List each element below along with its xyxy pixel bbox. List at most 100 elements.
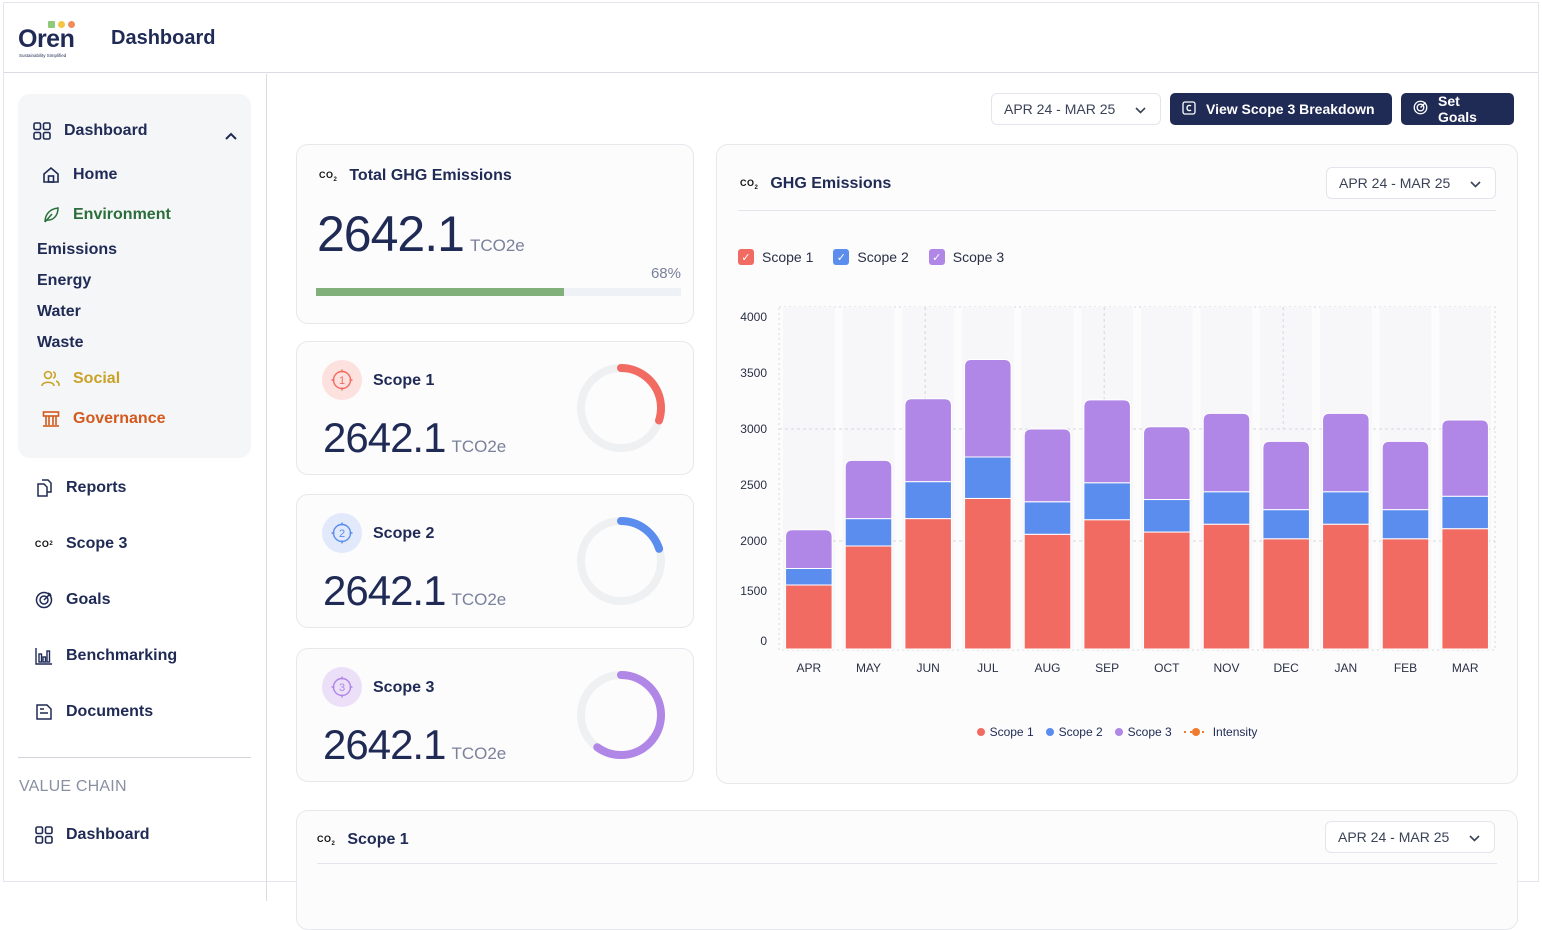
scope-donut-chart xyxy=(577,517,665,605)
sidebar-item-dashboard[interactable]: Dashboard xyxy=(32,121,148,141)
logo-dot-green xyxy=(48,21,55,28)
value-chain-label: VALUE CHAIN xyxy=(19,778,127,795)
bar-segment-scope-2 xyxy=(785,568,833,586)
target-icon xyxy=(34,590,54,610)
checkbox-icon[interactable]: ✓ xyxy=(833,249,850,265)
sidebar-item-label: Dashboard xyxy=(64,122,148,139)
bar-segment-scope-1 xyxy=(964,497,1012,650)
scope-value: 2642.1 xyxy=(323,721,446,768)
legend-label: Scope 1 xyxy=(989,725,1034,739)
sidebar-item-governance[interactable]: Governance xyxy=(41,409,165,429)
ghg-emissions-chart-card: CO2 GHG Emissions APR 24 - MAR 25 ✓ Scope… xyxy=(716,144,1518,784)
scope-title: Scope 1 xyxy=(373,372,435,389)
sidebar-item-label: Reports xyxy=(66,479,127,496)
chart-date-range-select[interactable]: APR 24 - MAR 25 xyxy=(1326,167,1496,199)
legend-item[interactable]: Scope 1 xyxy=(976,725,1034,739)
scope-card-2[interactable]: 2 Scope 2 2642.1 TCO2e xyxy=(296,494,694,628)
scope1-date-range-select[interactable]: APR 24 - MAR 25 xyxy=(1325,821,1495,853)
oren-logo[interactable]: Oren Sustainability Simplified xyxy=(18,17,80,61)
scope1-section-card: CO2 Scope 1 APR 24 - MAR 25 xyxy=(296,810,1518,930)
bank-icon xyxy=(41,409,61,429)
scope-number-icon: 3 xyxy=(331,676,353,698)
bar-chart-icon xyxy=(34,646,54,666)
sidebar-item-goals[interactable]: Goals xyxy=(34,590,110,610)
sidebar-item-label: Benchmarking xyxy=(66,647,178,664)
sidebar-item-environment[interactable]: Environment xyxy=(41,205,171,225)
leaf-icon xyxy=(41,205,61,225)
scope-value: 2642.1 xyxy=(323,414,446,461)
bar-segment-scope-1 xyxy=(844,545,893,650)
home-icon xyxy=(41,165,61,185)
scope-card-1[interactable]: 1 Scope 1 2642.1 TCO2e xyxy=(296,341,694,475)
checkbox-icon[interactable]: ✓ xyxy=(928,249,945,265)
scope-card-3[interactable]: 3 Scope 3 2642.1 TCO2e xyxy=(296,648,694,782)
sidebar-item-benchmarking[interactable]: Benchmarking xyxy=(34,646,177,666)
logo-text: Oren xyxy=(18,25,75,53)
sidebar-item-label: Scope 3 xyxy=(66,535,128,552)
scope-value-wrap: 2642.1 TCO2e xyxy=(323,721,506,769)
scope-donut-chart xyxy=(577,364,665,452)
date-range-select[interactable]: APR 24 - MAR 25 xyxy=(991,93,1161,125)
sidebar-subitem-energy[interactable]: Energy xyxy=(37,272,92,289)
legend-item[interactable]: Intensity xyxy=(1183,725,1258,739)
scope-donut-chart xyxy=(577,671,665,759)
sidebar-subitem-emissions[interactable]: Emissions xyxy=(37,241,118,258)
chart-legend: Scope 1 Scope 2 Scope 3 Intensity xyxy=(717,725,1517,739)
sidebar-item-documents[interactable]: Documents xyxy=(34,702,153,722)
bar-segment-scope-1 xyxy=(904,518,952,650)
sidebar-item-home[interactable]: Home xyxy=(41,165,117,185)
y-tick-label: 1500 xyxy=(740,584,767,598)
document-icon xyxy=(34,702,54,722)
scope-unit: TCO2e xyxy=(451,437,507,456)
sidebar-subitem-waste[interactable]: Waste xyxy=(37,334,84,351)
bar-segment-scope-1 xyxy=(785,584,833,650)
bar-segment-scope-2 xyxy=(1322,491,1370,525)
legend-label: Scope 3 xyxy=(1127,725,1172,739)
view-scope3-breakdown-label: View Scope 3 Breakdown xyxy=(1206,101,1375,117)
sidebar-divider xyxy=(18,757,251,758)
legend-dot-icon xyxy=(1045,728,1054,736)
legend-dot-icon xyxy=(1114,728,1123,736)
sidebar-item-social[interactable]: Social xyxy=(41,369,120,389)
sidebar: Dashboard Home Environment Emissions Ene… xyxy=(4,74,267,901)
x-tick-label: SEP xyxy=(1095,661,1119,675)
bar-segment-scope-2 xyxy=(844,518,893,547)
legend-dashed-line-icon xyxy=(1183,728,1208,736)
sidebar-item-reports[interactable]: Reports xyxy=(34,478,126,498)
x-tick-label: JUL xyxy=(977,661,999,675)
view-scope3-breakdown-button[interactable]: View Scope 3 Breakdown xyxy=(1170,93,1392,125)
users-icon xyxy=(41,369,61,389)
legend-item[interactable]: Scope 2 xyxy=(1045,725,1103,739)
chevron-down-icon xyxy=(1470,175,1481,191)
sidebar-subitem-water[interactable]: Water xyxy=(37,303,81,320)
scope-value-wrap: 2642.1 TCO2e xyxy=(323,414,506,462)
toggle-scope-3[interactable]: ✓ Scope 3 xyxy=(928,249,1004,265)
bar-segment-scope-3 xyxy=(1441,419,1489,497)
legend-label: Intensity xyxy=(1212,725,1258,739)
sidebar-item-label: Governance xyxy=(73,410,166,427)
ghg-stacked-bar-chart: 0 1500 2000 2500 3000 3500 4000 APR MAY JUN JUL AUG… xyxy=(740,306,1496,675)
donut-arc xyxy=(577,671,665,759)
x-tick-label: OCT xyxy=(1154,661,1180,675)
legend-item[interactable]: Scope 3 xyxy=(1114,725,1172,739)
toggle-scope-1[interactable]: ✓ Scope 1 xyxy=(738,249,813,265)
sidebar-item-label: Dashboard xyxy=(66,826,150,843)
set-goals-button[interactable]: Set Goals xyxy=(1401,93,1514,125)
bar-segment-scope-3 xyxy=(964,359,1012,458)
bar-segment-scope-3 xyxy=(904,398,952,483)
date-range-value: APR 24 - MAR 25 xyxy=(1004,101,1116,117)
scope-title: Scope 3 xyxy=(373,679,435,696)
x-tick-label: MAR xyxy=(1452,661,1479,675)
plot-frame xyxy=(778,306,1496,651)
chevron-up-icon[interactable] xyxy=(225,127,237,145)
bar-segment-scope-2 xyxy=(1083,482,1131,521)
y-tick-label: 0 xyxy=(760,634,767,648)
sidebar-item-scope3[interactable]: CO 2 Scope 3 xyxy=(34,534,128,554)
sidebar-item-value-chain-dashboard[interactable]: Dashboard xyxy=(34,825,150,845)
bar-segment-scope-1 xyxy=(1322,523,1370,650)
checkbox-icon[interactable]: ✓ xyxy=(738,249,754,265)
toggle-label: Scope 1 xyxy=(762,249,814,265)
y-tick-label: 4000 xyxy=(740,310,767,324)
top-bar: Oren Sustainability Simplified Dashboard xyxy=(4,3,1538,73)
toggle-scope-2[interactable]: ✓ Scope 2 xyxy=(833,249,909,265)
